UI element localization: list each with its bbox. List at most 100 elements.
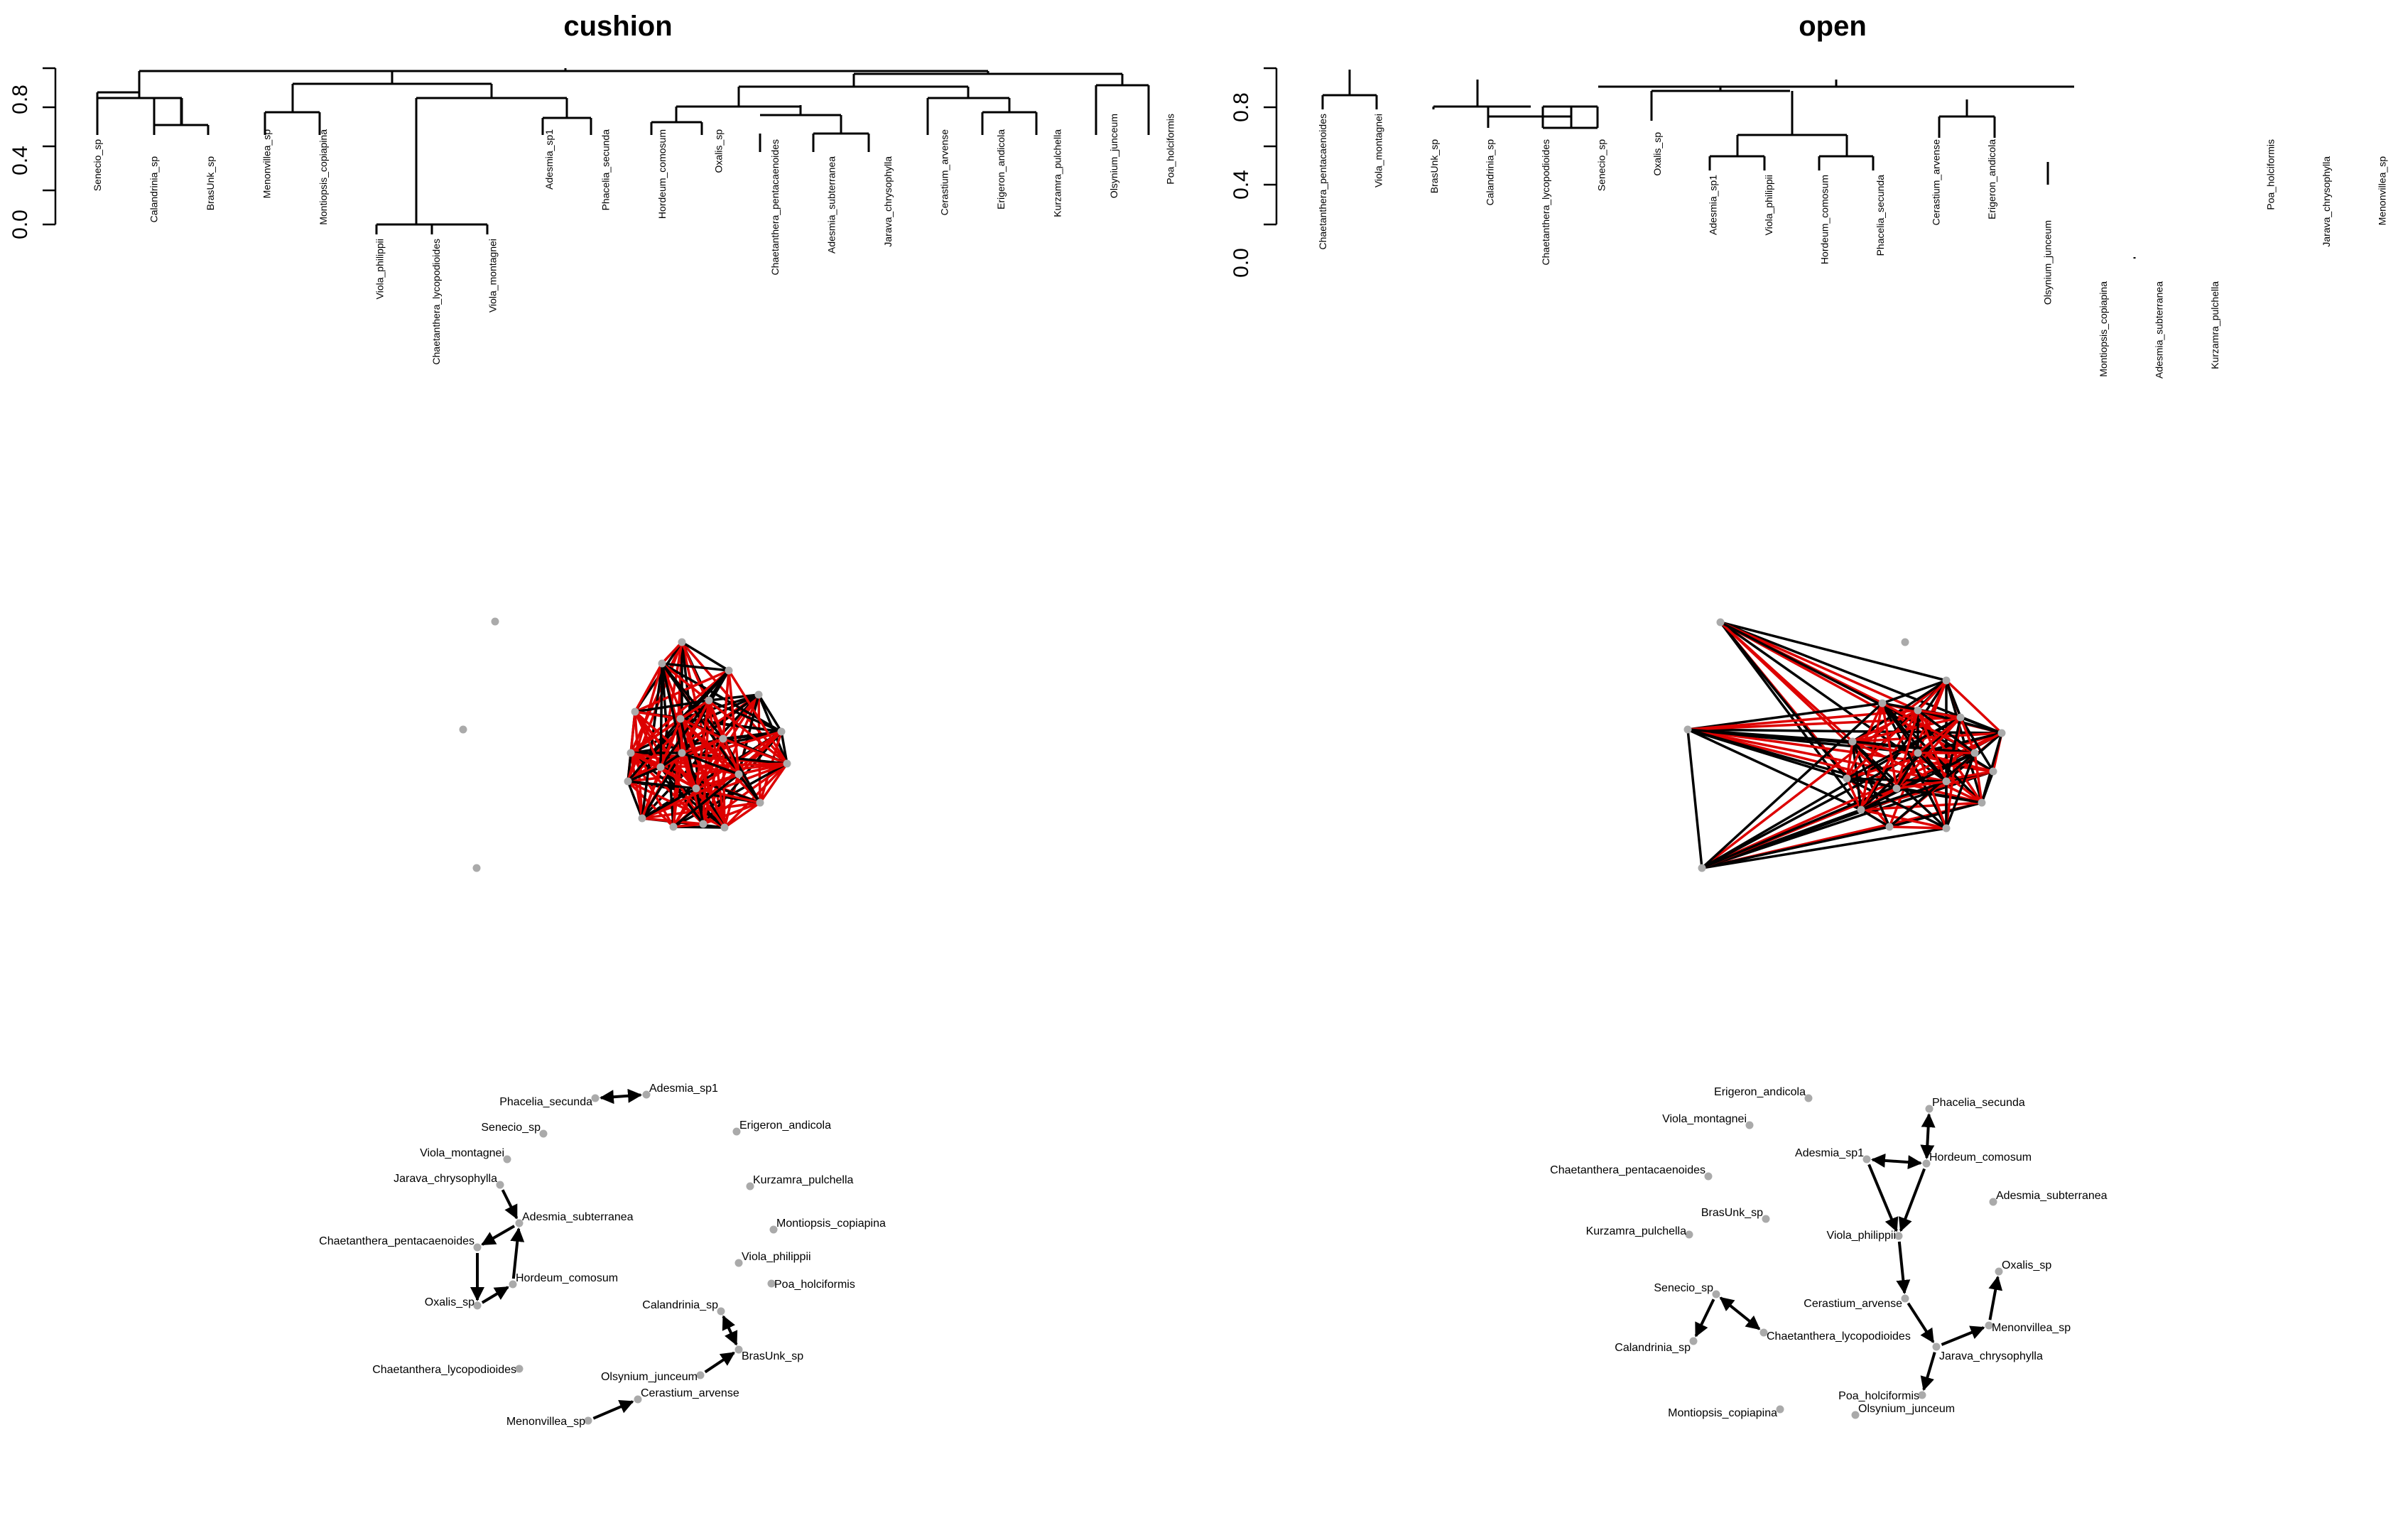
cushion-network-node-8 [720, 823, 729, 832]
open-network-edge-31 [1701, 825, 1890, 869]
open-leaf-label-5: Senecio_sp [1596, 139, 1607, 191]
cushion-network-node-2 [472, 864, 481, 872]
cushion-network-edge-144 [727, 670, 740, 775]
open-significant-edges [1694, 1112, 2003, 1392]
open-network-node-3 [1698, 864, 1706, 872]
open-sig-label-0: Erigeron_andicola [1714, 1086, 1806, 1098]
cushion-network-edge-110 [641, 787, 697, 820]
cushion-network-edge-45 [759, 763, 788, 803]
open-network-edge-92 [1888, 752, 1976, 828]
open-sig-label-6: Adesmia_subterranea [1996, 1190, 2108, 1202]
cushion-sig-label-12: Poa_holciformis [774, 1279, 855, 1291]
open-tree-branches [1321, 70, 2136, 259]
cushion-network-edge-129 [634, 663, 663, 712]
open-network-node-8 [1942, 824, 1951, 833]
cushion-sig-label-11: Hordeum_comosum [516, 1272, 618, 1284]
open-network-edges [1686, 621, 2003, 869]
open-sig-edge-0 [1920, 1112, 1936, 1160]
cushion-sig-edge-5 [510, 1227, 525, 1279]
cushion-network-node-3 [678, 638, 686, 646]
cushion-network-edge-100 [627, 781, 644, 819]
cushion-sig-node-4 [503, 1155, 511, 1164]
open-sig-label-7: BrasUnk_sp [1701, 1207, 1763, 1219]
open-network-edge-93 [1845, 778, 1862, 810]
cushion-sig-node-16 [515, 1365, 524, 1373]
cushion-significant-graph: Phacelia_secunda Adesmia_sp1 Senecio_sp Eri… [319, 1083, 886, 1428]
open-leaf-label-4: Chaetanthera_lycopodioides [1540, 139, 1551, 265]
open-sig-label-11: Senecio_sp [1654, 1282, 1713, 1294]
open-leaf-labels: Chaetanthera_pentacaenoides Viola_montagn… [1317, 114, 2388, 379]
open-network-edge-126 [1895, 752, 1919, 789]
cushion-network-node-10 [669, 823, 678, 831]
open-network-edge-79 [1896, 787, 1983, 804]
open-network-edge-19 [1687, 702, 1883, 731]
open-network-edge-0 [1720, 621, 1947, 682]
open-network-edge-116 [1917, 709, 1961, 719]
cushion-network-edge-5 [629, 641, 683, 754]
open-sig-edge-6 [1719, 1296, 1761, 1330]
cushion-sig-edge-8 [592, 1400, 634, 1420]
open-network-edge-122 [1945, 717, 1962, 782]
open-network-edge-98 [1860, 780, 1947, 811]
cushion-network-edge-126 [630, 752, 739, 776]
open-leaf-label-14: Montiopsis_copiapina [2098, 281, 2109, 377]
open-leaf-label-10: Phacelia_secunda [1875, 175, 1886, 256]
open-network-edge-60 [1960, 716, 2002, 734]
cushion-network-edge-134 [634, 711, 662, 768]
open-sig-edge-7 [1694, 1298, 1715, 1338]
cushion-sig-label-15: BrasUnk_sp [742, 1350, 803, 1362]
open-sig-label-8: Kurzamra_pulchella [1586, 1225, 1687, 1237]
cushion-network-edge-161 [680, 752, 698, 789]
cushion-sig-node-12 [767, 1279, 776, 1288]
cushion-network-edge-102 [634, 711, 644, 819]
open-network-edge-107 [1852, 716, 1961, 743]
cushion-sig-node-19 [584, 1416, 592, 1425]
cushion-network-edge-136 [661, 662, 730, 672]
open-network-edge-96 [1860, 710, 1919, 810]
open-sig-node-13 [1985, 1321, 1993, 1330]
cushion-leaf-label-19: Poa_holciformis [1165, 114, 1176, 185]
cushion-sig-label-7: Adesmia_subterranea [522, 1211, 634, 1223]
open-sig-node-6 [1989, 1198, 1997, 1206]
open-network-edge-90 [1860, 808, 1890, 828]
cushion-leaf-label-13: Adesmia_subterranea [826, 156, 837, 254]
cushion-network-node-22 [656, 763, 665, 771]
cushion-tree-branches [96, 68, 1150, 234]
cushion-leaf-label-1: Calandrinia_sp [148, 156, 160, 223]
open-y-tick-0: 0.0 [1230, 248, 1253, 278]
open-sig-label-17: Poa_holciformis [1838, 1390, 1919, 1402]
open-sig-label-13: Menonvillea_sp [1992, 1322, 2071, 1334]
open-network-edge-16 [1687, 728, 1862, 811]
cushion-leaf-label-6: Chaetanthera_lycopodioides [430, 239, 442, 364]
cushion-network-edge-57 [738, 762, 788, 776]
cushion-leaf-label-10: Hordeum_comosum [656, 129, 668, 219]
cushion-sig-node-2 [539, 1129, 548, 1138]
open-network-edge-121 [1916, 716, 1962, 754]
open-network-node-2 [1683, 725, 1692, 734]
open-network-edge-85 [1881, 703, 1948, 829]
open-network-edge-57 [1852, 732, 2002, 743]
open-sig-label-1: Phacelia_secunda [1932, 1097, 2025, 1109]
open-network [1683, 618, 2006, 872]
cushion-sig-node-9 [473, 1243, 482, 1252]
open-leaf-label-11: Cerastium_arvense [1931, 139, 1942, 226]
open-network-node-9 [1885, 823, 1894, 831]
cushion-network-edge-8 [681, 641, 730, 672]
cushion-sig-edge-0 [599, 1088, 643, 1105]
open-leaf-label-9: Hordeum_comosum [1819, 175, 1831, 264]
cushion-network-edge-67 [737, 773, 761, 804]
open-network-edge-119 [1895, 710, 1919, 789]
cushion-sig-node-15 [734, 1345, 743, 1354]
open-network-edge-125 [1916, 752, 1948, 783]
open-sig-edge-9 [1988, 1275, 2003, 1321]
cushion-network-node-11 [638, 814, 646, 823]
open-network-node-11 [1843, 774, 1851, 783]
open-sig-node-15 [1689, 1337, 1698, 1345]
open-leaf-label-0: Chaetanthera_pentacaenoides [1317, 114, 1328, 250]
cushion-network-node-1 [459, 725, 467, 734]
cushion-sig-edge-7 [704, 1351, 736, 1374]
cushion-significant-edges [470, 1088, 738, 1420]
open-sig-node-4 [1922, 1159, 1931, 1168]
cushion-leaf-label-2: BrasUnk_sp [205, 156, 216, 210]
cushion-network-edge-17 [757, 694, 761, 803]
